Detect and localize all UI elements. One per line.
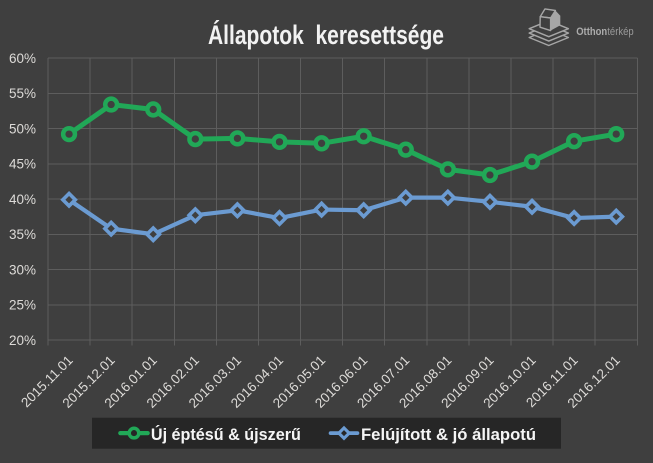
svg-text:térkép: térkép xyxy=(607,26,633,38)
svg-text:20%: 20% xyxy=(9,333,36,348)
svg-text:Állapotok keresettsége: Állapotok keresettsége xyxy=(208,19,444,50)
svg-text:45%: 45% xyxy=(9,157,36,172)
svg-text:40%: 40% xyxy=(9,192,36,207)
svg-text:30%: 30% xyxy=(9,262,36,277)
svg-text:25%: 25% xyxy=(9,298,36,313)
svg-text:35%: 35% xyxy=(9,227,36,242)
svg-text:Felújított & jó állapotú: Felújított & jó állapotú xyxy=(361,425,536,444)
svg-text:60%: 60% xyxy=(9,51,36,66)
svg-text:Új éptésű & újszerű: Új éptésű & újszerű xyxy=(151,425,301,444)
svg-text:50%: 50% xyxy=(9,121,36,136)
svg-text:Otthon: Otthon xyxy=(576,26,607,38)
svg-text:55%: 55% xyxy=(9,86,36,101)
